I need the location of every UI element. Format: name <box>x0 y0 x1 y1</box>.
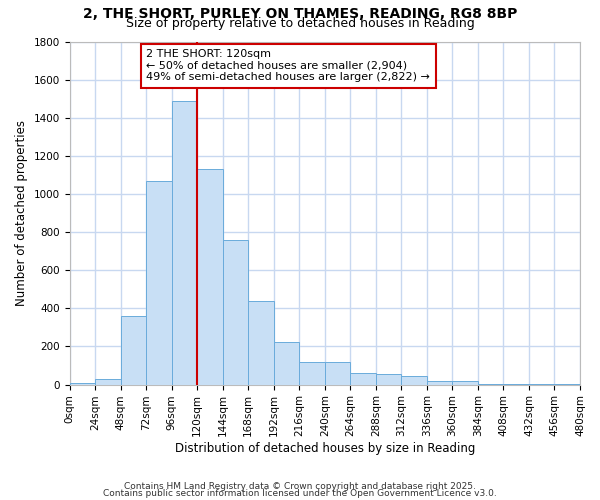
Bar <box>146 180 172 384</box>
Bar <box>248 300 274 384</box>
Bar <box>427 381 452 384</box>
Bar <box>376 374 401 384</box>
Bar <box>325 362 350 384</box>
Bar <box>401 376 427 384</box>
Text: Contains public sector information licensed under the Open Government Licence v3: Contains public sector information licen… <box>103 489 497 498</box>
Bar <box>70 382 95 384</box>
Bar <box>95 379 121 384</box>
Text: Contains HM Land Registry data © Crown copyright and database right 2025.: Contains HM Land Registry data © Crown c… <box>124 482 476 491</box>
Text: 2, THE SHORT, PURLEY ON THAMES, READING, RG8 8BP: 2, THE SHORT, PURLEY ON THAMES, READING,… <box>83 8 517 22</box>
Text: 2 THE SHORT: 120sqm
← 50% of detached houses are smaller (2,904)
49% of semi-det: 2 THE SHORT: 120sqm ← 50% of detached ho… <box>146 49 430 82</box>
Bar <box>350 373 376 384</box>
Bar <box>121 316 146 384</box>
X-axis label: Distribution of detached houses by size in Reading: Distribution of detached houses by size … <box>175 442 475 455</box>
Bar <box>172 100 197 385</box>
Bar <box>299 362 325 384</box>
Bar <box>452 381 478 384</box>
Y-axis label: Number of detached properties: Number of detached properties <box>15 120 28 306</box>
Bar <box>274 342 299 384</box>
Bar <box>223 240 248 384</box>
Text: Size of property relative to detached houses in Reading: Size of property relative to detached ho… <box>125 18 475 30</box>
Bar <box>197 169 223 384</box>
